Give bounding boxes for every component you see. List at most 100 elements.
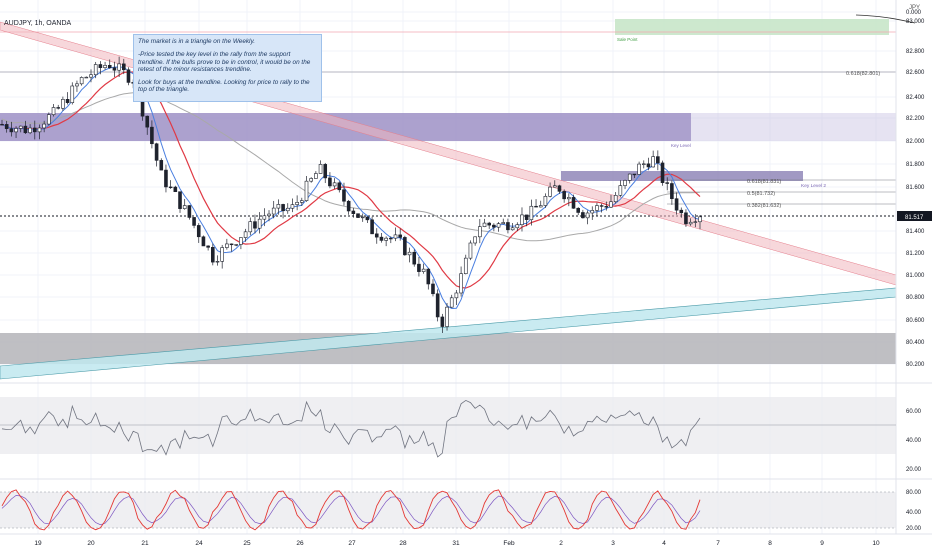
candle-body — [192, 217, 196, 226]
candle-body — [524, 214, 529, 220]
symbol-title: AUDJPY, 1h, OANDA — [4, 20, 72, 27]
candle-body — [304, 180, 309, 201]
candle-body — [182, 205, 187, 209]
candle-body — [468, 242, 473, 259]
candle-body — [684, 212, 688, 225]
candle-body — [492, 224, 496, 228]
candle-body — [365, 216, 370, 221]
last-price-tag — [897, 211, 932, 221]
oscillator-tick-label: 60.00 — [906, 409, 922, 415]
candle-body — [18, 125, 23, 129]
candle-body — [506, 222, 510, 231]
candle-body — [225, 243, 229, 248]
candle-body — [674, 198, 679, 211]
candle-body — [670, 183, 674, 199]
time-tick-label: 28 — [399, 540, 407, 547]
candle-body — [510, 227, 515, 231]
time-tick-label: 20 — [87, 540, 95, 547]
candle-body — [9, 128, 14, 133]
candle-body — [126, 69, 131, 83]
candle-body — [412, 251, 417, 265]
candle-body — [342, 189, 346, 202]
price-tick-label: 81.800 — [906, 162, 925, 168]
candle-body — [379, 236, 384, 241]
ma-grey-line — [1, 91, 701, 242]
candle-body — [215, 260, 220, 263]
callout-paragraph-2: -Price tested the key level in the rally… — [138, 51, 311, 73]
fib-5-label: 0.5(81.732) — [747, 191, 775, 197]
candle-body — [14, 128, 18, 133]
candle-body — [276, 204, 281, 209]
price-tick-label: 81.600 — [906, 185, 925, 191]
candle-body — [300, 200, 304, 203]
stochastic-tick-label: 40.00 — [906, 510, 922, 516]
price-tick-label: 81.200 — [906, 251, 925, 257]
price-tick-label: 82.000 — [906, 139, 925, 145]
candle-body — [515, 224, 520, 229]
time-tick-label: 25 — [243, 540, 251, 547]
candle-body — [374, 233, 379, 238]
key-level-label: Key Level — [671, 143, 691, 148]
stochastic-tick-label: 80.00 — [906, 490, 922, 496]
candle-body — [253, 221, 257, 229]
candle-body — [75, 83, 79, 87]
candle-body — [295, 202, 299, 205]
candle-body — [281, 204, 285, 212]
price-tick-label: 81.000 — [906, 273, 925, 279]
candle-body — [98, 64, 103, 68]
candle-body — [79, 77, 84, 85]
candle-body — [501, 222, 506, 224]
candle-body — [323, 164, 328, 179]
candle-body — [445, 306, 449, 327]
candle-body — [435, 293, 440, 318]
candle-body — [407, 251, 412, 256]
candle-body — [65, 99, 70, 103]
candle-body — [32, 127, 37, 133]
candle-body — [23, 125, 28, 134]
candle-body — [393, 234, 398, 239]
price-tick-label: 82.600 — [906, 70, 925, 76]
candle-body — [164, 169, 168, 188]
key-level-2-zone — [561, 171, 803, 181]
candle-body — [159, 160, 164, 171]
candle-body — [604, 206, 609, 208]
candle-body — [688, 221, 693, 225]
candle-body — [403, 237, 407, 256]
candle-body — [178, 191, 182, 209]
candle-body — [543, 196, 548, 206]
candle-body — [459, 273, 463, 294]
sale-point-label: Sale Point — [617, 37, 638, 42]
candle-body — [243, 231, 248, 238]
candle-body — [337, 182, 342, 191]
candle-body — [154, 143, 159, 161]
time-tick-label: 19 — [34, 540, 42, 547]
candle-body — [641, 163, 646, 165]
candle-body — [229, 243, 234, 246]
candle-body — [117, 63, 121, 71]
candle-body — [84, 76, 89, 79]
price-tick-label: 80.400 — [906, 340, 925, 346]
candle-body — [567, 197, 571, 200]
candle-body — [590, 210, 595, 214]
fib-618-top-label: 0.618(82.801) — [846, 71, 880, 77]
candle-body — [595, 205, 599, 211]
currency-label: JPY — [909, 5, 921, 11]
candle-body — [482, 222, 487, 227]
candle-body — [496, 223, 501, 228]
candle-body — [328, 177, 332, 187]
price-tick-label: 81.400 — [906, 229, 925, 235]
candle-body — [623, 180, 627, 186]
fib-618-mid-label: 0.618(81.831) — [747, 179, 781, 185]
time-tick-label: 31 — [452, 540, 460, 547]
candle-body — [417, 263, 421, 272]
candles — [0, 56, 702, 334]
stochastic-band — [0, 492, 896, 528]
candle-body — [651, 156, 655, 168]
price-tick-label: 0.000 — [906, 10, 922, 16]
candle-body — [145, 115, 150, 128]
candle-body — [248, 221, 253, 233]
price-tick-label: 82.400 — [906, 95, 925, 101]
candle-body — [562, 191, 566, 200]
candle-body — [239, 237, 243, 245]
candle-body — [89, 74, 93, 78]
